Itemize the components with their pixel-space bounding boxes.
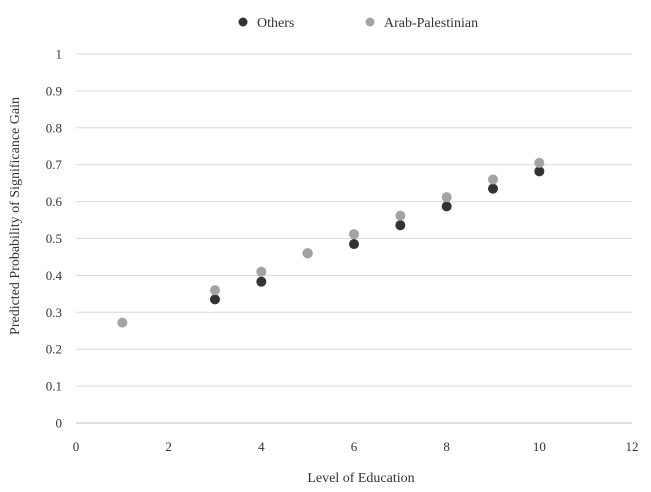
y-tick-label: 0.5 xyxy=(46,231,62,246)
legend-marker xyxy=(238,17,248,27)
x-tick-label: 10 xyxy=(533,439,546,454)
data-point xyxy=(488,174,498,185)
y-tick-labels: 0 0.1 0.2 0.3 0.4 0.5 0.6 0.7 0.8 0.9 1 xyxy=(46,47,63,431)
y-tick-label: 0.3 xyxy=(46,305,62,320)
data-points xyxy=(117,157,545,328)
x-tick-label: 0 xyxy=(73,439,80,454)
y-tick-label: 0 xyxy=(56,416,63,431)
data-point xyxy=(256,276,267,287)
series-others xyxy=(210,166,545,305)
y-tick-label: 1 xyxy=(56,47,63,62)
data-point xyxy=(117,317,128,328)
legend-marker xyxy=(365,17,375,27)
data-point xyxy=(302,248,313,259)
gridlines xyxy=(76,53,632,387)
data-point xyxy=(441,201,452,212)
legend-label: Others xyxy=(257,16,294,31)
x-axis-title: Level of Education xyxy=(307,471,414,486)
x-tick-labels: 0 2 4 6 8 10 12 xyxy=(73,439,639,454)
data-point xyxy=(488,183,498,194)
y-tick-label: 0.1 xyxy=(46,379,62,394)
y-tick-label: 0.8 xyxy=(46,120,62,135)
data-point xyxy=(210,285,220,296)
legend-item: Arab-Palestinian xyxy=(365,16,478,31)
data-point xyxy=(210,294,220,305)
x-tick-label: 4 xyxy=(258,439,265,454)
x-tick-label: 12 xyxy=(626,439,639,454)
y-tick-label: 0.6 xyxy=(46,194,63,209)
y-tick-label: 0.7 xyxy=(46,157,63,172)
data-point xyxy=(395,210,406,221)
data-point xyxy=(441,192,452,203)
y-tick-label: 0.9 xyxy=(46,83,62,98)
x-tick-label: 2 xyxy=(165,439,172,454)
data-point xyxy=(256,266,267,277)
y-tick-label: 0.2 xyxy=(46,342,62,357)
x-tick-label: 6 xyxy=(351,439,358,454)
legend: Others Arab-Palestinian xyxy=(238,16,478,31)
y-tick-label: 0.4 xyxy=(46,268,63,283)
legend-item: Others xyxy=(238,16,294,31)
x-tick-label: 8 xyxy=(443,439,450,454)
data-point xyxy=(349,239,359,250)
y-axis-title: Predicted Probability of Significance Ga… xyxy=(8,97,23,335)
data-point xyxy=(395,220,406,231)
series-arab-palestinian xyxy=(117,157,545,328)
legend-label: Arab-Palestinian xyxy=(384,16,478,31)
data-point xyxy=(349,229,359,240)
data-point xyxy=(534,157,545,168)
data-point xyxy=(534,166,545,177)
